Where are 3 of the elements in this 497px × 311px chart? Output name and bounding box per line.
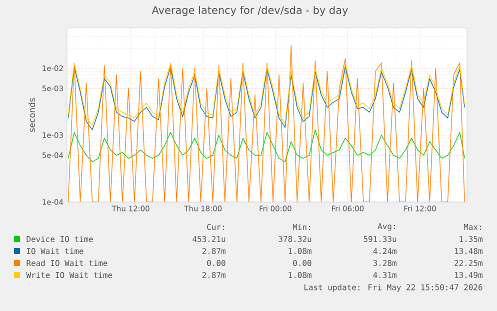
line-series [68,45,465,202]
y-axis-title: seconds [28,98,36,132]
chart-title: Average latency for /dev/sda - by day [152,6,348,16]
